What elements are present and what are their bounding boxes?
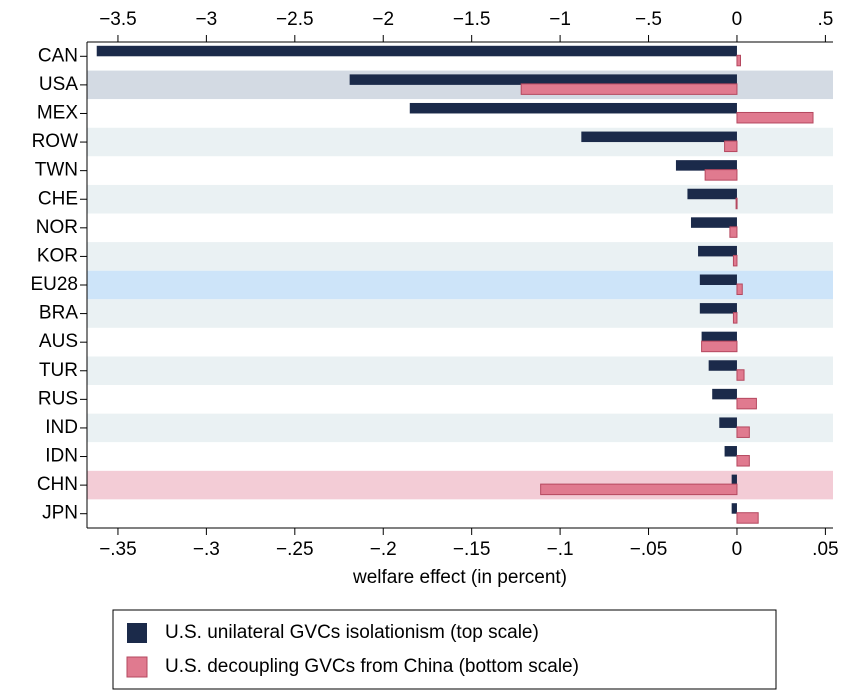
bar — [736, 512, 759, 524]
y-tick-label: BRA — [39, 303, 78, 324]
bar — [349, 74, 737, 85]
x-tick-label: −2.5 — [276, 9, 314, 30]
y-tick-label: NOR — [36, 217, 78, 238]
bar — [736, 54, 742, 67]
bar — [731, 503, 737, 514]
bar — [540, 483, 738, 496]
bar — [736, 369, 745, 381]
bar — [687, 188, 737, 200]
y-tick-label: IDN — [45, 446, 78, 467]
x-tick-label: −.5 — [635, 9, 662, 30]
y-tick-label: ROW — [32, 131, 79, 152]
bar — [704, 169, 738, 181]
bar — [732, 254, 738, 267]
bar — [724, 446, 737, 457]
bar — [729, 226, 738, 238]
bar — [736, 111, 814, 124]
y-tick-label: CHN — [37, 474, 78, 495]
bar — [699, 303, 737, 314]
bar — [731, 474, 737, 486]
bar — [690, 217, 737, 228]
y-tick-label: KOR — [37, 245, 78, 266]
y-tick-label: AUS — [39, 331, 78, 352]
x-tick-label: −.15 — [453, 539, 491, 560]
bar — [736, 426, 750, 438]
bar — [724, 140, 738, 153]
bar — [735, 197, 738, 210]
bar — [732, 312, 738, 324]
bar — [701, 340, 738, 353]
x-tick-label: 0 — [732, 539, 743, 560]
legend-swatch — [126, 656, 148, 678]
bar — [675, 160, 737, 171]
bar — [409, 102, 737, 114]
x-axis-label: welfare effect (in percent) — [352, 567, 567, 588]
bar — [719, 417, 737, 428]
y-tick-label: CAN — [38, 45, 78, 66]
x-tick-label: −2 — [372, 9, 394, 30]
legend-swatch — [127, 623, 147, 643]
x-tick-label: −1 — [549, 9, 571, 30]
y-tick-label: JPN — [42, 503, 78, 524]
x-tick-label: −.35 — [99, 539, 137, 560]
y-tick-label: TWN — [35, 160, 78, 181]
x-tick-label: −1.5 — [453, 9, 491, 30]
bar — [96, 45, 737, 57]
x-tick-label: −.3 — [193, 539, 220, 560]
row-band — [87, 385, 833, 414]
x-tick-label: −.2 — [370, 539, 397, 560]
x-tick-label: −3.5 — [99, 9, 137, 30]
row-band — [87, 499, 833, 528]
x-tick-label: −.1 — [547, 539, 574, 560]
y-tick-label: CHE — [38, 188, 78, 209]
bar — [708, 360, 737, 371]
y-tick-label: TUR — [39, 360, 78, 381]
x-tick-label: −.05 — [630, 539, 668, 560]
bar — [736, 455, 750, 467]
bar — [736, 397, 757, 410]
bar — [701, 331, 737, 343]
bar — [520, 83, 738, 95]
x-tick-label: 0 — [732, 9, 743, 30]
row-band — [87, 442, 833, 471]
legend-label: U.S. unilateral GVCs isolationism (top s… — [165, 622, 539, 643]
y-tick-label: EU28 — [30, 274, 78, 295]
y-tick-label: RUS — [38, 388, 78, 409]
bar — [699, 274, 737, 285]
x-tick-label: .05 — [812, 539, 838, 560]
bar — [698, 245, 737, 257]
row-band — [87, 413, 833, 443]
bar — [581, 131, 737, 143]
y-tick-label: IND — [45, 417, 78, 438]
x-tick-label: .5 — [817, 9, 833, 30]
x-tick-label: −3 — [196, 9, 218, 30]
y-tick-label: USA — [39, 74, 78, 95]
x-tick-label: −.25 — [276, 539, 314, 560]
legend-label: U.S. decoupling GVCs from China (bottom … — [165, 656, 579, 677]
y-tick-label: MEX — [37, 102, 79, 123]
bar — [736, 283, 743, 295]
legend-box — [112, 609, 777, 690]
bar — [712, 388, 737, 400]
